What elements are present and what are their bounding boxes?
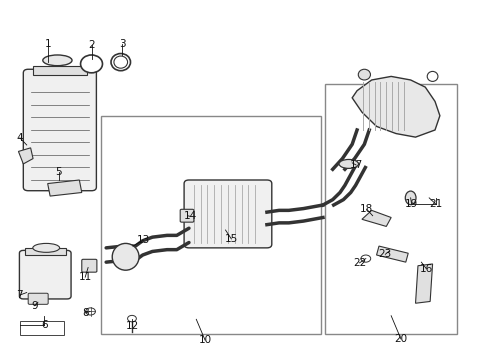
Text: 5: 5 bbox=[55, 167, 62, 177]
Text: 8: 8 bbox=[82, 308, 89, 318]
FancyBboxPatch shape bbox=[28, 293, 48, 304]
Polygon shape bbox=[376, 246, 408, 262]
FancyBboxPatch shape bbox=[184, 180, 272, 248]
Polygon shape bbox=[362, 210, 391, 226]
Text: 21: 21 bbox=[429, 199, 442, 209]
FancyBboxPatch shape bbox=[33, 66, 87, 75]
Text: 6: 6 bbox=[41, 320, 48, 330]
Ellipse shape bbox=[405, 191, 416, 204]
Polygon shape bbox=[48, 180, 82, 196]
Text: 23: 23 bbox=[379, 249, 392, 259]
Text: 19: 19 bbox=[405, 199, 418, 209]
FancyBboxPatch shape bbox=[24, 69, 97, 191]
Ellipse shape bbox=[80, 55, 102, 73]
Text: 16: 16 bbox=[419, 264, 433, 274]
FancyBboxPatch shape bbox=[82, 259, 97, 272]
Ellipse shape bbox=[339, 159, 359, 168]
Circle shape bbox=[86, 308, 96, 315]
Ellipse shape bbox=[427, 71, 438, 81]
Text: 10: 10 bbox=[198, 335, 212, 345]
FancyBboxPatch shape bbox=[20, 250, 71, 299]
Polygon shape bbox=[19, 148, 33, 164]
Ellipse shape bbox=[358, 69, 370, 80]
Text: 14: 14 bbox=[184, 211, 197, 221]
FancyBboxPatch shape bbox=[180, 209, 194, 222]
Polygon shape bbox=[416, 264, 433, 303]
Ellipse shape bbox=[111, 54, 130, 71]
Text: 17: 17 bbox=[349, 160, 363, 170]
Text: 13: 13 bbox=[137, 235, 150, 245]
Circle shape bbox=[361, 255, 371, 262]
Text: 11: 11 bbox=[78, 272, 92, 282]
Text: 1: 1 bbox=[45, 39, 51, 49]
Text: 3: 3 bbox=[119, 39, 125, 49]
Text: 22: 22 bbox=[353, 258, 366, 268]
Ellipse shape bbox=[112, 243, 139, 270]
Text: 7: 7 bbox=[17, 290, 23, 300]
FancyBboxPatch shape bbox=[25, 248, 66, 255]
Text: 20: 20 bbox=[394, 334, 408, 344]
Text: 12: 12 bbox=[125, 321, 139, 331]
Polygon shape bbox=[352, 76, 440, 137]
Ellipse shape bbox=[114, 56, 127, 68]
Circle shape bbox=[127, 315, 136, 322]
Text: 2: 2 bbox=[88, 40, 95, 50]
Text: 4: 4 bbox=[17, 133, 23, 143]
Ellipse shape bbox=[33, 243, 60, 252]
Text: 15: 15 bbox=[225, 234, 238, 244]
Text: 18: 18 bbox=[360, 204, 373, 214]
Text: 9: 9 bbox=[31, 301, 38, 311]
Ellipse shape bbox=[43, 55, 72, 66]
